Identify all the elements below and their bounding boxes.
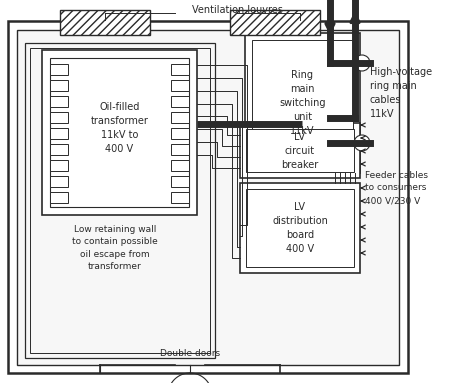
Text: LV
distribution
board
400 V: LV distribution board 400 V: [272, 202, 328, 254]
Bar: [50, 128, 68, 139]
Bar: [246, 189, 354, 267]
Bar: [171, 64, 189, 75]
Bar: [171, 128, 189, 139]
Text: Ring
main
switching
unit
11kV: Ring main switching unit 11kV: [279, 70, 326, 136]
Text: Low retaining wall
to contain possible
oil escape from
transformer: Low retaining wall to contain possible o…: [72, 225, 158, 271]
Bar: [240, 123, 360, 178]
Bar: [171, 176, 189, 187]
Bar: [42, 50, 197, 215]
Bar: [50, 160, 68, 171]
Bar: [8, 21, 408, 373]
Bar: [60, 10, 150, 35]
Bar: [240, 183, 360, 273]
Bar: [50, 96, 68, 107]
Bar: [30, 48, 210, 353]
Bar: [50, 64, 68, 75]
Text: LV
circuit
breaker: LV circuit breaker: [282, 131, 319, 170]
Bar: [171, 192, 189, 203]
Bar: [252, 40, 353, 166]
Bar: [25, 43, 215, 358]
Bar: [50, 144, 68, 155]
Bar: [50, 58, 189, 207]
Bar: [50, 112, 68, 123]
Text: Double doors: Double doors: [160, 349, 220, 357]
Bar: [171, 112, 189, 123]
Text: Oil-filled
transformer
11kV to
400 V: Oil-filled transformer 11kV to 400 V: [91, 101, 148, 154]
Bar: [245, 33, 360, 173]
Circle shape: [354, 55, 370, 71]
Bar: [171, 160, 189, 171]
Bar: [246, 129, 354, 172]
Bar: [230, 10, 320, 35]
Text: Feeder cables
to consumers
400 V/230 V: Feeder cables to consumers 400 V/230 V: [365, 171, 428, 205]
Circle shape: [354, 135, 370, 151]
Text: Ventilation louvres: Ventilation louvres: [191, 5, 283, 15]
Text: High-voltage
ring main
cables
11kV: High-voltage ring main cables 11kV: [370, 67, 432, 119]
Bar: [171, 80, 189, 91]
Bar: [17, 30, 399, 365]
Bar: [171, 96, 189, 107]
Bar: [50, 176, 68, 187]
Bar: [171, 144, 189, 155]
Bar: [50, 80, 68, 91]
Bar: [50, 192, 68, 203]
